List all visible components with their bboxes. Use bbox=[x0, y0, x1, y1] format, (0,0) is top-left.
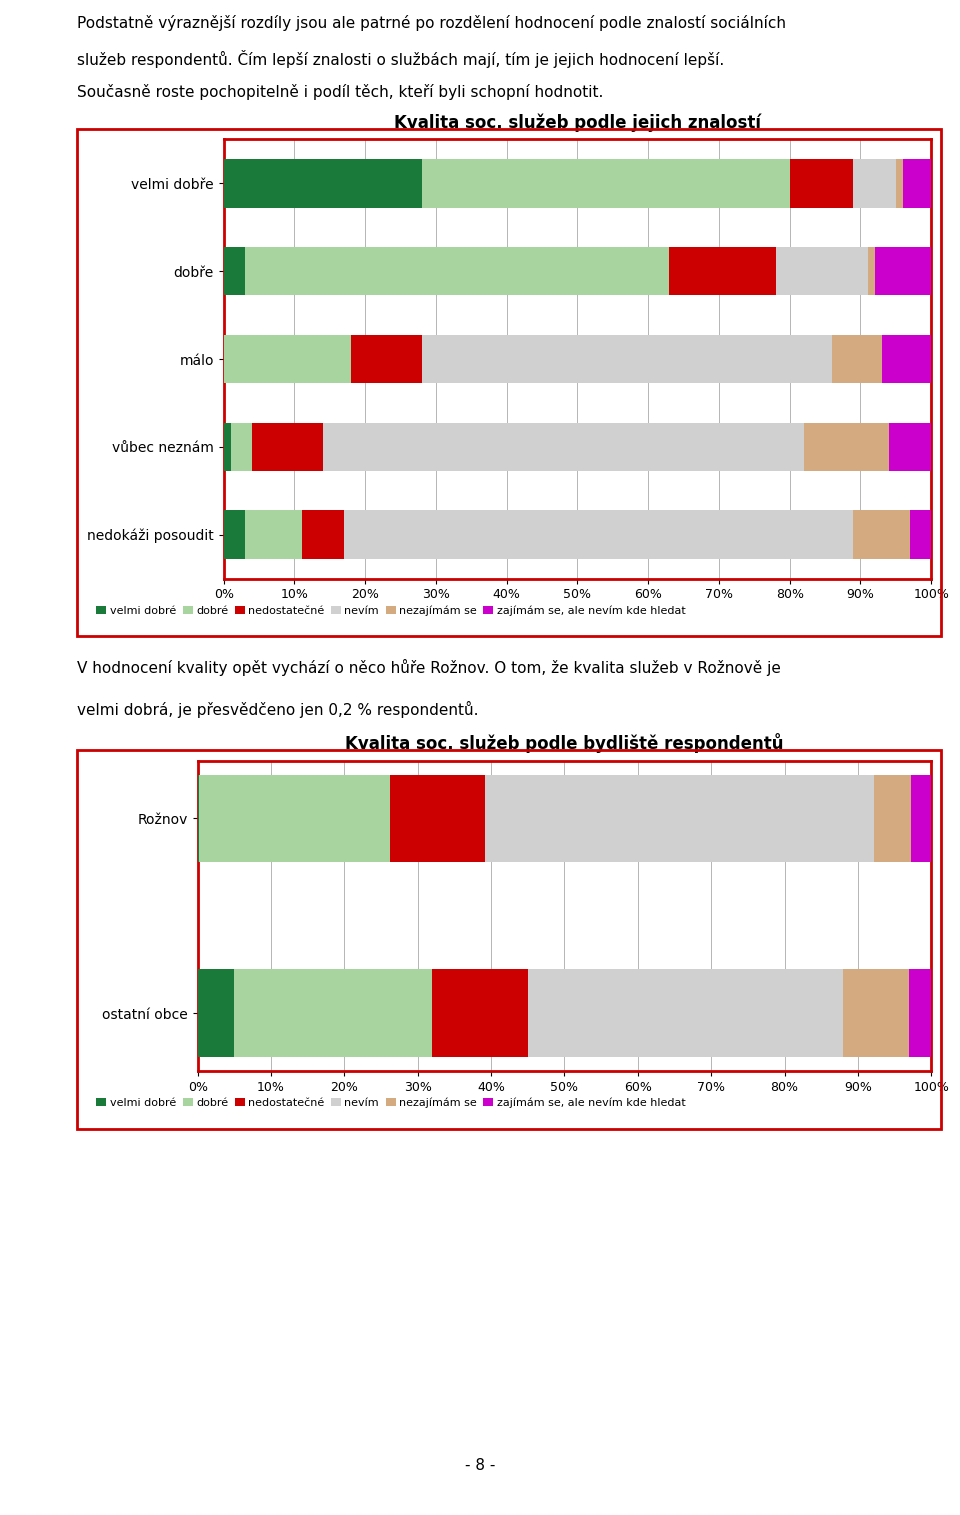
Bar bbox=[910, 511, 931, 559]
Bar bbox=[903, 159, 931, 208]
Title: Kvalita soc. služeb podle jejich znalostí: Kvalita soc. služeb podle jejich znalost… bbox=[394, 114, 761, 132]
Bar bbox=[351, 335, 421, 383]
Bar bbox=[200, 774, 390, 862]
Bar bbox=[485, 774, 874, 862]
Bar bbox=[528, 970, 843, 1057]
Text: - 8 -: - 8 - bbox=[465, 1459, 495, 1473]
Bar bbox=[390, 774, 485, 862]
Text: velmi dobrá, je přesvědčeno jen 0,2 % respondentů.: velmi dobrá, je přesvědčeno jen 0,2 % re… bbox=[77, 700, 478, 718]
Bar bbox=[832, 335, 881, 383]
Bar bbox=[421, 159, 790, 208]
Bar bbox=[323, 423, 804, 471]
Legend: velmi dobré, dobré, nedostatečné, nevím, nezajímám se, zajímám se, ale nevím kde: velmi dobré, dobré, nedostatečné, nevím,… bbox=[92, 1094, 690, 1112]
Legend: velmi dobré, dobré, nedostatečné, nevím, nezajímám se, zajímám se, ale nevím kde: velmi dobré, dobré, nedostatečné, nevím,… bbox=[92, 601, 690, 620]
Text: V hodnocení kvality opět vychází o něco hůře Rožnov. O tom, že kvalita služeb v : V hodnocení kvality opět vychází o něco … bbox=[77, 659, 780, 676]
Bar bbox=[245, 511, 301, 559]
Bar bbox=[224, 511, 245, 559]
Bar bbox=[344, 511, 853, 559]
Bar bbox=[224, 423, 230, 471]
Bar bbox=[804, 423, 889, 471]
Bar bbox=[224, 159, 421, 208]
Bar bbox=[853, 511, 910, 559]
Bar bbox=[198, 774, 200, 862]
Bar bbox=[421, 335, 832, 383]
Bar bbox=[911, 774, 933, 862]
Bar bbox=[896, 159, 903, 208]
Bar bbox=[853, 159, 896, 208]
Bar bbox=[432, 970, 528, 1057]
Bar bbox=[234, 970, 432, 1057]
Bar bbox=[881, 335, 931, 383]
Bar bbox=[224, 335, 351, 383]
Bar bbox=[245, 247, 669, 295]
Bar bbox=[252, 423, 323, 471]
Bar bbox=[669, 247, 776, 295]
Text: služeb respondentů. Čím lepší znalosti o službách mají, tím je jejich hodnocení : služeb respondentů. Čím lepší znalosti o… bbox=[77, 50, 724, 68]
Title: Kvalita soc. služeb podle bydliště respondentů: Kvalita soc. služeb podle bydliště respo… bbox=[346, 733, 783, 753]
Bar bbox=[198, 970, 234, 1057]
Bar bbox=[230, 423, 252, 471]
Text: Současně roste pochopitelně i podíl těch, kteří byli schopní hodnotit.: Současně roste pochopitelně i podíl těch… bbox=[77, 83, 603, 100]
Bar bbox=[301, 511, 344, 559]
Bar bbox=[224, 247, 245, 295]
Text: Podstatně výraznější rozdíly jsou ale patrné po rozdělení hodnocení podle znalos: Podstatně výraznější rozdíly jsou ale pa… bbox=[77, 15, 786, 32]
Bar bbox=[909, 970, 931, 1057]
Bar bbox=[776, 247, 868, 295]
Bar bbox=[868, 247, 875, 295]
Bar bbox=[889, 423, 931, 471]
Bar bbox=[874, 774, 911, 862]
Bar bbox=[875, 247, 931, 295]
Bar bbox=[843, 970, 909, 1057]
Bar bbox=[790, 159, 853, 208]
